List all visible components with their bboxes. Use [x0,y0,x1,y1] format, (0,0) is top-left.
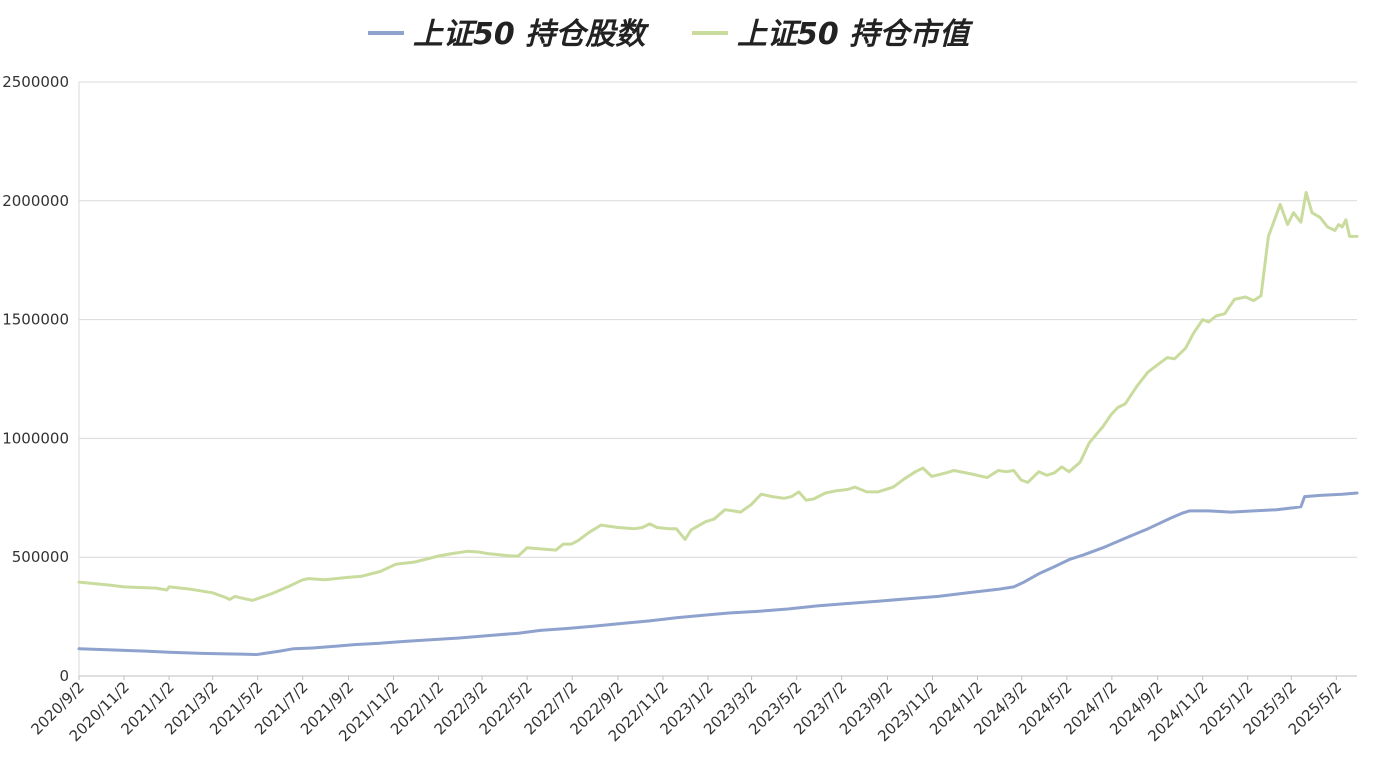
y-tick-label: 1500000 [2,311,69,329]
series-line-market-value [77,191,1359,602]
legend-label-market-value: 上证50 持仓市值 [737,17,974,52]
y-axis: 0 500000 1000000 1500000 2000000 2500000 [2,73,80,685]
gridlines [79,81,1357,558]
legend: 上证50 持仓股数 上证50 持仓市值 [368,17,974,52]
series-group [77,191,1359,657]
x-axis: 2020/9/22020/11/22021/1/22021/3/22021/5/… [27,675,1357,745]
y-tick-label: 500000 [12,548,69,566]
legend-label-shares: 上证50 持仓股数 [413,17,649,52]
y-tick-label: 2000000 [2,192,69,210]
y-tick-label: 2500000 [2,73,69,91]
series-line-shares [77,491,1359,657]
y-tick-label: 1000000 [2,429,69,447]
y-tick-label: 0 [59,667,69,685]
